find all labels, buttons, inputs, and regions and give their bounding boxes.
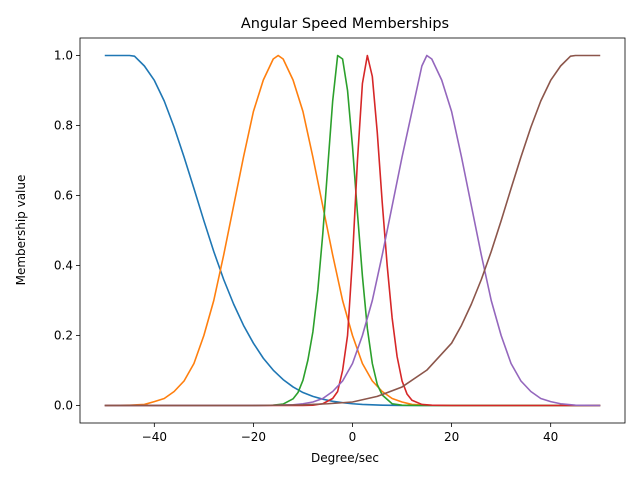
y-tick-label: 0.6 bbox=[54, 189, 73, 203]
x-tick-label: −20 bbox=[241, 430, 266, 444]
plot-lines bbox=[104, 54, 601, 407]
series-line-1 bbox=[104, 54, 601, 407]
x-tick-label: 40 bbox=[543, 430, 558, 444]
x-axis-label: Degree/sec bbox=[311, 451, 379, 465]
series-line-2 bbox=[104, 54, 601, 407]
x-tick-label: −40 bbox=[142, 430, 167, 444]
x-tick-label: 0 bbox=[349, 430, 357, 444]
y-tick-label: 0.4 bbox=[54, 259, 73, 273]
series-line-4 bbox=[104, 54, 601, 407]
y-axis-ticks: 0.0 0.2 0.4 0.6 0.8 1.0 bbox=[54, 49, 80, 413]
series-line-3 bbox=[104, 54, 601, 407]
y-tick-label: 0.2 bbox=[54, 329, 73, 343]
y-tick-label: 0.0 bbox=[54, 399, 73, 413]
y-tick-label: 0.8 bbox=[54, 119, 73, 133]
y-axis-label: Membership value bbox=[14, 175, 28, 286]
series-line-5 bbox=[104, 54, 601, 407]
chart-title: Angular Speed Memberships bbox=[241, 16, 449, 32]
series-line-6 bbox=[104, 54, 601, 407]
x-axis-ticks: −40 −20 0 20 40 bbox=[142, 423, 558, 444]
x-tick-label: 20 bbox=[444, 430, 459, 444]
y-tick-label: 1.0 bbox=[54, 49, 73, 63]
